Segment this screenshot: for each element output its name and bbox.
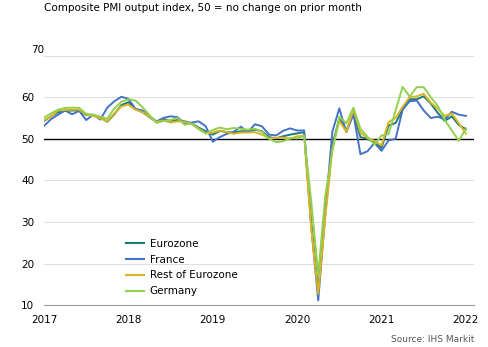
Rest of Eurozone xyxy=(315,291,321,296)
Rest of Eurozone xyxy=(188,122,194,126)
Eurozone xyxy=(41,119,47,123)
Eurozone xyxy=(420,94,426,99)
Germany xyxy=(462,126,468,130)
Germany xyxy=(265,137,271,141)
Line: France: France xyxy=(44,97,465,301)
Rest of Eurozone xyxy=(125,103,131,107)
Germany xyxy=(315,272,321,277)
Germany xyxy=(188,121,194,126)
Germany xyxy=(399,85,405,89)
France xyxy=(315,298,321,303)
Legend: Eurozone, France, Rest of Eurozone, Germany: Eurozone, France, Rest of Eurozone, Germ… xyxy=(121,235,241,301)
Rest of Eurozone xyxy=(41,118,47,122)
Eurozone xyxy=(188,121,194,126)
France xyxy=(118,95,124,99)
Eurozone xyxy=(315,288,321,293)
France xyxy=(41,124,47,128)
France xyxy=(301,128,306,133)
Eurozone xyxy=(462,127,468,131)
Rest of Eurozone xyxy=(413,94,419,99)
France xyxy=(420,108,426,112)
France xyxy=(132,107,138,111)
Rest of Eurozone xyxy=(294,134,300,138)
Germany xyxy=(420,85,426,89)
Eurozone xyxy=(294,131,300,135)
France xyxy=(146,114,152,118)
Text: 70: 70 xyxy=(31,45,44,55)
Line: Rest of Eurozone: Rest of Eurozone xyxy=(44,94,465,294)
France xyxy=(462,114,468,118)
Eurozone xyxy=(413,97,419,101)
Eurozone xyxy=(125,100,131,104)
Germany xyxy=(125,97,131,101)
Text: Source: IHS Markit: Source: IHS Markit xyxy=(390,335,473,344)
Germany xyxy=(294,136,300,141)
Germany xyxy=(139,105,145,109)
Eurozone xyxy=(265,135,271,139)
Rest of Eurozone xyxy=(265,136,271,141)
Germany xyxy=(41,116,47,120)
Text: Composite PMI output index, 50 = no change on prior month: Composite PMI output index, 50 = no chan… xyxy=(44,3,361,14)
Line: Germany: Germany xyxy=(44,87,465,274)
Rest of Eurozone xyxy=(420,92,426,96)
Line: Eurozone: Eurozone xyxy=(44,96,465,290)
Rest of Eurozone xyxy=(139,110,145,114)
Eurozone xyxy=(139,110,145,114)
France xyxy=(273,133,279,137)
Rest of Eurozone xyxy=(462,131,468,135)
France xyxy=(195,119,201,124)
